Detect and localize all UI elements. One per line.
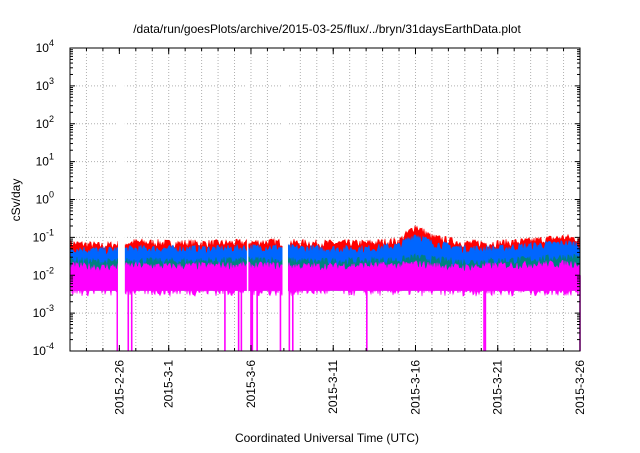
y-tick-label: 10-1 <box>33 227 54 244</box>
y-tick-label: 104 <box>36 38 54 55</box>
x-tick-label: 2015-3-26 <box>573 360 587 415</box>
y-tick-label: 102 <box>36 114 54 131</box>
x-tick-label: 2015-3-21 <box>491 360 505 415</box>
data-gap <box>246 49 249 351</box>
x-tick-label: 2015-3-6 <box>244 360 258 408</box>
y-tick-label: 101 <box>36 152 54 169</box>
series-band-lower-edge <box>69 285 581 298</box>
x-axis-label: Coordinated Universal Time (UTC) <box>235 431 419 445</box>
x-tick-label: 2015-2-26 <box>112 360 126 415</box>
x-tick-label: 2015-3-1 <box>162 360 176 408</box>
data-gap <box>117 49 125 351</box>
grid <box>70 48 580 351</box>
series-layer <box>69 225 581 298</box>
y-axis-label: cSv/day <box>9 179 23 222</box>
data-gap <box>282 49 288 351</box>
y-tick-label: 10-4 <box>33 341 54 358</box>
x-axis-ticks: 2015-2-26 2015-3-1 2015-3-6 2015-3-11 2015-3… <box>85 48 587 415</box>
y-axis-ticks: 10-4 10-3 10-2 10-1 100 101 102 103 104 <box>33 38 580 358</box>
y-tick-label: 10-3 <box>33 303 54 320</box>
gaps-layer <box>117 49 288 351</box>
y-tick-label: 103 <box>36 76 54 93</box>
y-tick-label: 10-2 <box>33 265 54 282</box>
chart-title: /data/run/goesPlots/archive/2015-03-25/f… <box>133 22 521 36</box>
series-band <box>69 260 581 291</box>
x-tick-label: 2015-3-11 <box>326 360 340 414</box>
x-tick-label: 2015-3-16 <box>408 360 422 415</box>
y-tick-label: 100 <box>36 190 54 207</box>
